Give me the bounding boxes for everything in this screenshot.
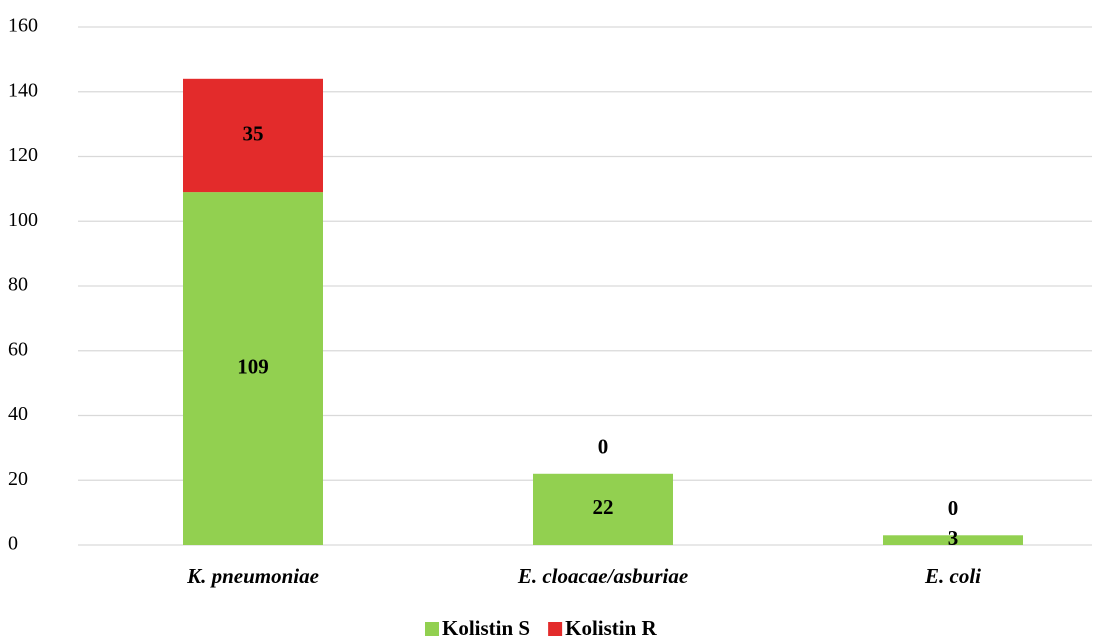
y-tick-label: 140 <box>8 79 38 101</box>
y-tick-label: 100 <box>8 209 38 231</box>
legend-label: Kolistin S <box>442 616 530 640</box>
bar-segment <box>183 78 323 193</box>
bar-segment <box>533 473 673 545</box>
y-tick-label: 40 <box>8 403 28 425</box>
bar-segment <box>883 535 1023 545</box>
legend-swatch <box>425 622 439 636</box>
data-label: 0 <box>948 496 959 520</box>
y-tick-label: 0 <box>8 533 18 555</box>
x-tick-label: E. cloacae/asburiae <box>517 564 688 588</box>
y-tick-label: 120 <box>8 144 38 166</box>
x-tick-label: K. pneumoniae <box>186 564 319 588</box>
data-label: 22 <box>593 495 614 519</box>
legend-label: Kolistin R <box>565 616 657 640</box>
y-tick-label: 20 <box>8 468 28 490</box>
data-label: 0 <box>598 435 609 459</box>
data-label: 35 <box>243 121 264 145</box>
data-label: 3 <box>948 526 959 550</box>
y-tick-label: 80 <box>8 274 28 296</box>
x-tick-label: E. coli <box>924 564 981 588</box>
data-label: 109 <box>237 354 269 378</box>
bar-segment <box>183 192 323 546</box>
y-tick-label: 160 <box>8 15 38 37</box>
legend-swatch <box>548 622 563 636</box>
y-tick-label: 60 <box>8 338 28 360</box>
